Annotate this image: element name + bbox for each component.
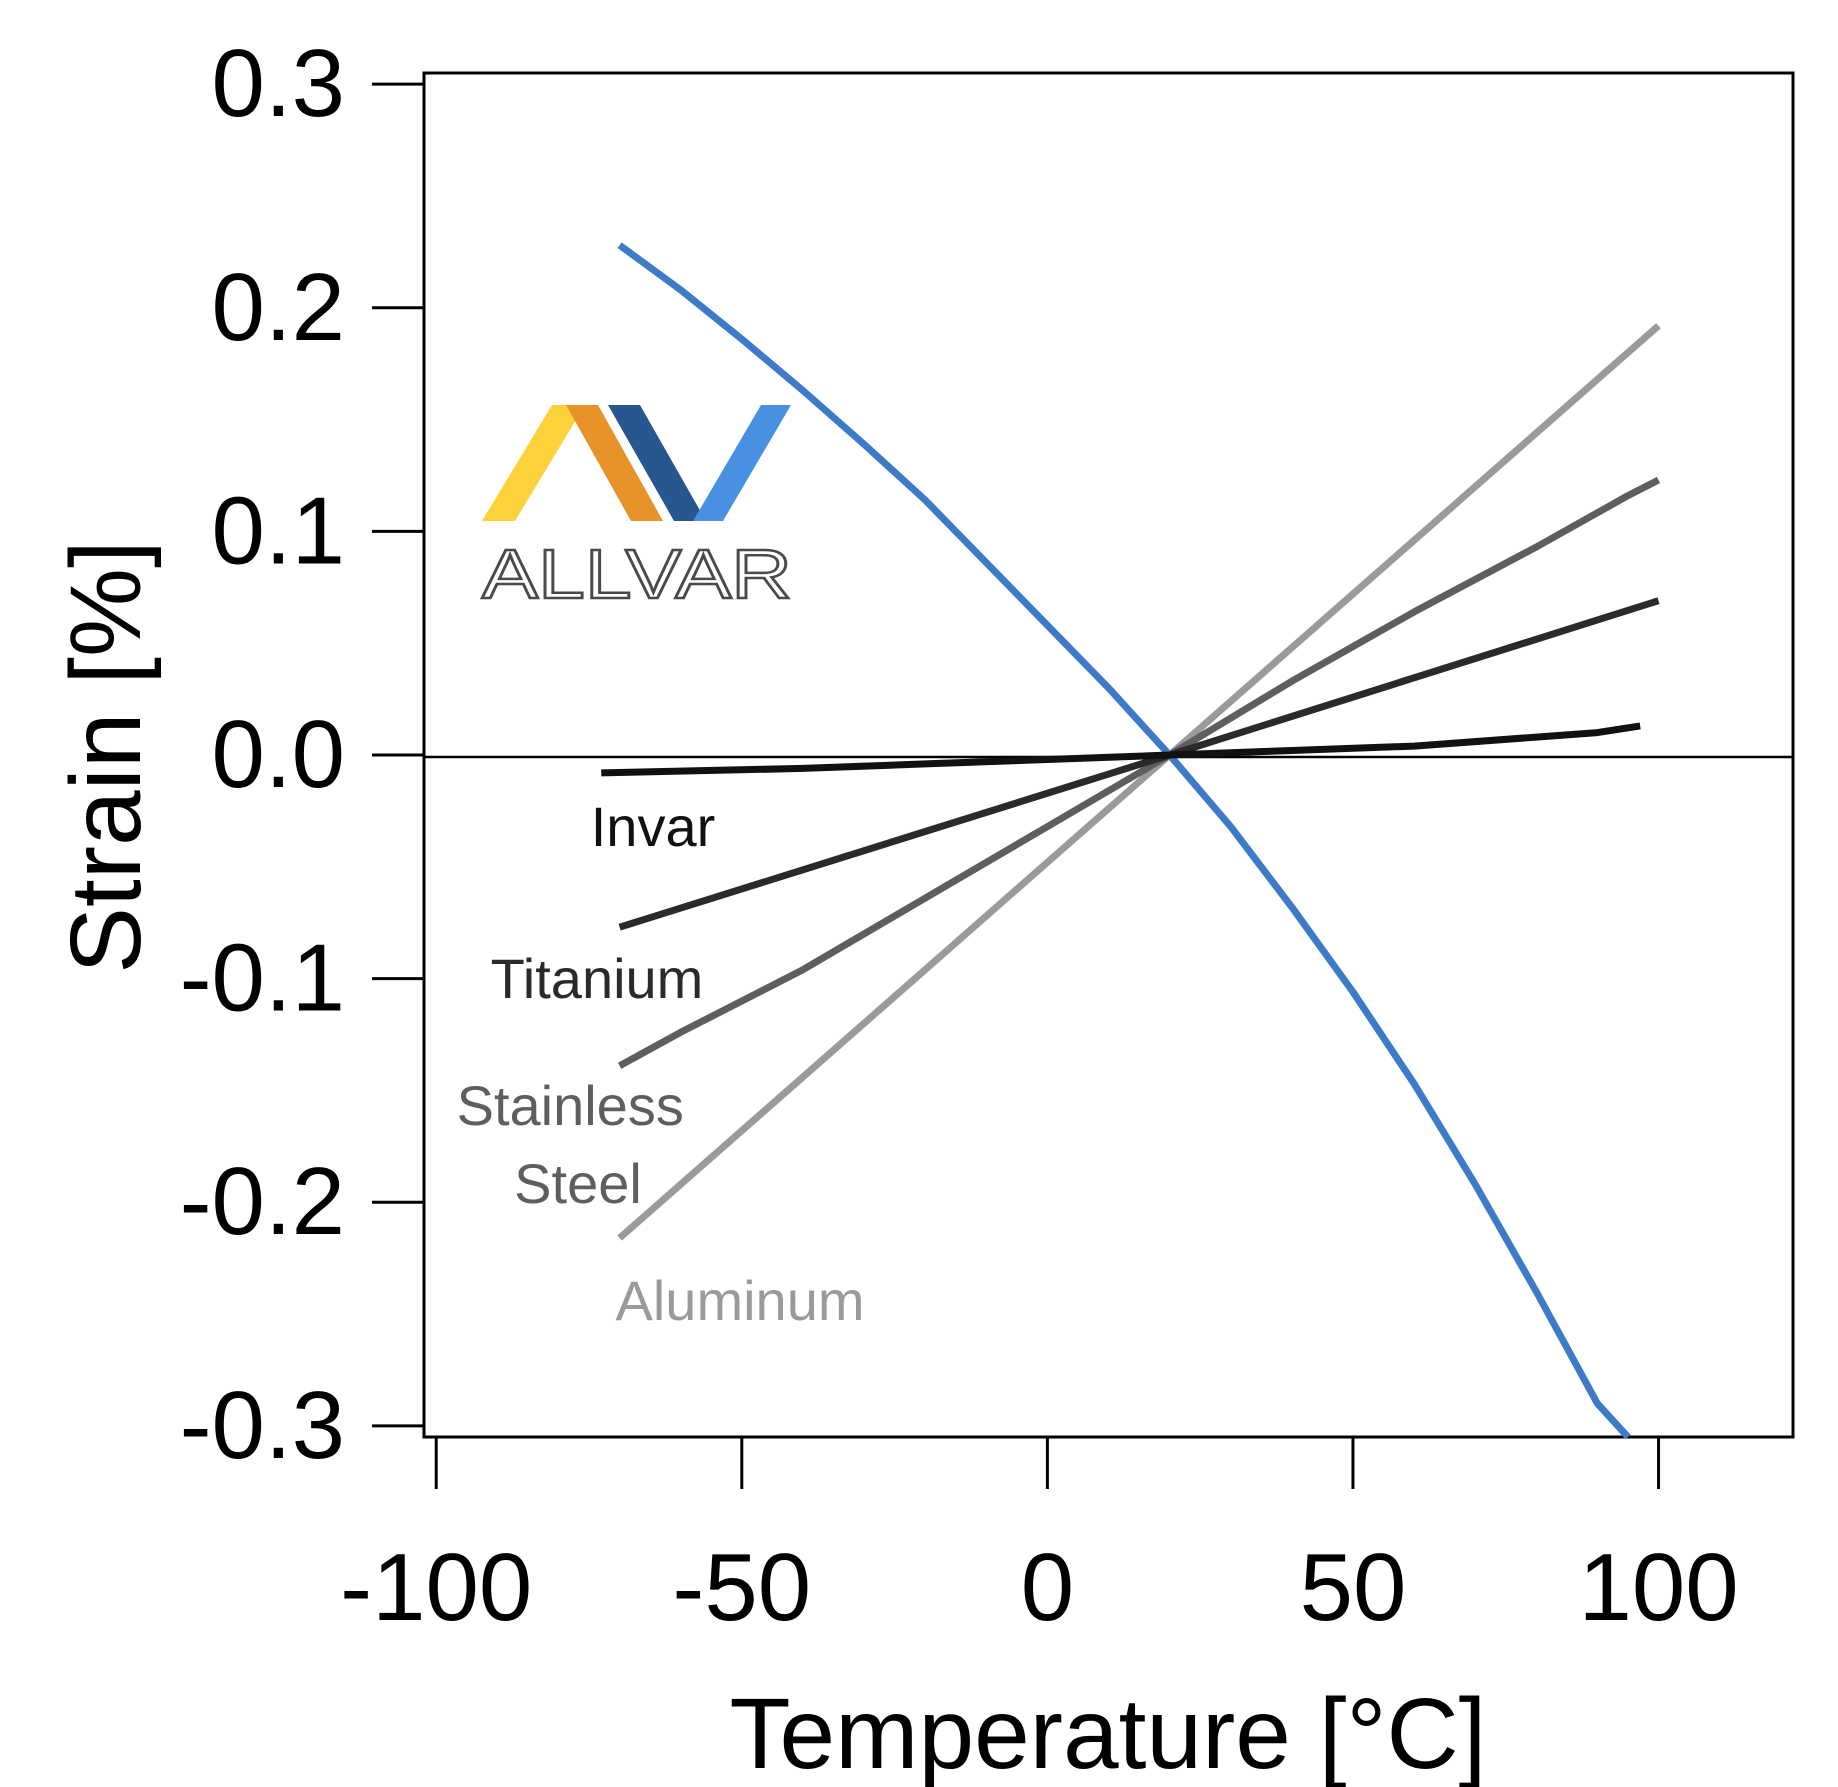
y-tick-label: -0.3 xyxy=(180,1372,345,1479)
y-tick-label: 0.3 xyxy=(212,30,345,137)
logo-stripe-blue xyxy=(693,405,791,521)
series-label-aluminum: Aluminum xyxy=(616,1269,865,1332)
series-line-aluminum xyxy=(617,323,1661,1241)
y-axis-title: Strain [%] xyxy=(50,540,162,974)
x-tick-label: -50 xyxy=(672,1534,811,1641)
x-tick-label: -100 xyxy=(340,1534,532,1641)
y-tick-label: -0.2 xyxy=(180,1148,345,1255)
series-line-titanium xyxy=(618,597,1660,931)
x-axis-ticks: -100 -50 0 50 100 xyxy=(340,1437,1739,1641)
x-tick-label: 50 xyxy=(1300,1534,1407,1641)
x-tick-label: 0 xyxy=(1021,1534,1074,1641)
y-tick-label: 0.2 xyxy=(212,254,345,361)
series-label-invar: Invar xyxy=(591,795,716,858)
series-lines xyxy=(601,242,1661,1440)
series-label-titanium: Titanium xyxy=(491,947,704,1010)
logo-wordmark: ALLVAR xyxy=(482,535,792,613)
y-tick-label: 0.1 xyxy=(212,477,345,584)
logo-stripe-navy xyxy=(608,405,706,521)
series-label-stainless-steel: Stainless Steel xyxy=(457,1074,700,1215)
series-line-allvar xyxy=(617,242,1631,1440)
logo-stripe-orange xyxy=(566,405,663,521)
series-line-invar xyxy=(601,722,1641,777)
y-tick-label: -0.1 xyxy=(180,925,345,1032)
x-tick-label: 100 xyxy=(1578,1534,1738,1641)
y-axis-ticks: 0.3 0.2 0.1 0.0 -0.1 -0.2 -0.3 xyxy=(180,30,424,1479)
y-tick-label: 0.0 xyxy=(212,701,345,808)
x-axis-title: Temperature [°C] xyxy=(730,1678,1487,1787)
allvar-logo: ALLVAR xyxy=(481,405,793,614)
logo-stripe-yellow xyxy=(482,405,585,521)
